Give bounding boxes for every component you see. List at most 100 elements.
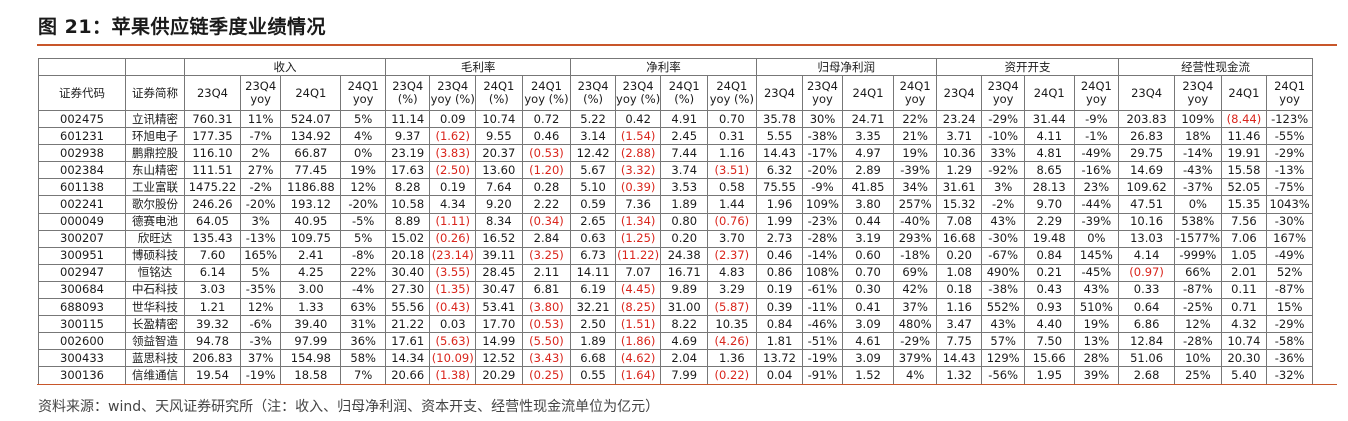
table-cell: 0.84 [1023, 246, 1075, 265]
table-cell: 8.65 [1023, 161, 1075, 180]
column-header: 23Q4 [755, 75, 804, 111]
table-cell: 0.63 [570, 229, 616, 248]
table-cell: 1043% [1266, 195, 1313, 214]
table-cell: 2.01 [1220, 263, 1268, 282]
stock-name-cell: 东山精密 [124, 161, 186, 180]
table-cell: -3% [239, 332, 282, 351]
stock-code-cell: 002475 [38, 109, 126, 129]
table-cell: 3% [239, 212, 282, 231]
table-cell: 10.58 [384, 195, 431, 214]
table-cell: 16.68 [935, 229, 983, 248]
stock-name-cell: 环旭电子 [124, 127, 186, 146]
column-header: 24Q1 yoy [1073, 75, 1120, 111]
table-cell: 15.02 [384, 229, 431, 248]
table-cell: 31.00 [660, 298, 709, 317]
table-cell: 13.72 [755, 349, 804, 368]
table-cell: 293% [893, 229, 937, 248]
table-cell: 4.11 [1023, 127, 1075, 146]
table-cell: 109.62 [1118, 178, 1176, 197]
table-cell: 8.28 [384, 178, 431, 197]
table-cell: 0% [1174, 195, 1222, 214]
table-cell: -11% [802, 298, 843, 317]
table-cell: 6.68 [570, 349, 616, 368]
stock-name-cell: 信维通信 [124, 366, 186, 385]
table-cell: 109% [1174, 109, 1222, 129]
table-cell: 15.35 [1220, 195, 1268, 214]
table-cell: 0.70 [841, 263, 895, 282]
table-cell: 109% [802, 195, 843, 214]
table-cell: 2.22 [521, 195, 572, 214]
table-cell: 0.72 [521, 109, 572, 129]
table-cell: 27% [239, 161, 282, 180]
table-cell: 4.25 [280, 263, 342, 282]
blank-header [124, 58, 186, 76]
stock-name-cell: 立讯精密 [124, 109, 186, 129]
table-cell: 19.54 [184, 366, 241, 385]
table-cell: 53.41 [475, 298, 523, 317]
table-cell: 30.47 [475, 280, 523, 300]
table-cell: (0.25) [521, 366, 572, 385]
stock-code-cell: 601138 [38, 178, 126, 197]
table-cell: -38% [802, 127, 843, 146]
stock-name-cell: 蓝思科技 [124, 349, 186, 368]
stock-code-cell: 002938 [38, 144, 126, 163]
table-cell: 0.31 [707, 127, 757, 146]
table-cell: (1.64) [614, 366, 662, 385]
table-cell: 10.74 [475, 109, 523, 129]
table-cell: 193.12 [280, 195, 342, 214]
table-cell: (3.51) [707, 161, 757, 180]
table-cell: (5.50) [521, 332, 572, 351]
table-cell: 16.52 [475, 229, 523, 248]
table-cell: 0.46 [521, 127, 572, 146]
table-cell: 28% [1073, 349, 1120, 368]
table-row: 300684 中石科技 3.03 -35% 3.00 -4% 27.30 (1.35) 30.4… [38, 280, 1313, 300]
stock-name-cell: 德赛电池 [124, 212, 186, 231]
table-row: 601231 环旭电子 177.35 -7% 134.92 4% 9.37 (1.62) 9.5… [38, 127, 1313, 146]
table-cell: 4.61 [841, 332, 895, 351]
table-cell: 63% [340, 298, 386, 317]
column-header: 24Q1 (%) [660, 75, 709, 111]
table-cell: -38% [981, 280, 1025, 300]
table-cell: 11.14 [384, 109, 431, 129]
table-cell: (1.34) [614, 212, 662, 231]
table-cell: 37% [239, 349, 282, 368]
table-cell: 203.83 [1118, 109, 1176, 129]
table-cell: 75.55 [755, 178, 804, 197]
table-cell: 760.31 [184, 109, 241, 129]
table-cell: 23% [1073, 178, 1120, 197]
stock-code-cell: 601231 [38, 127, 126, 146]
table-cell: 1.29 [935, 161, 983, 180]
column-header: 24Q1 yoy [893, 75, 937, 111]
blank-header [38, 58, 126, 76]
table-cell: 538% [1174, 212, 1222, 231]
table-cell: (2.50) [429, 161, 477, 180]
column-header: 23Q4 yoy (%) [614, 75, 662, 111]
table-cell: 20.66 [384, 366, 431, 385]
table-row: 300115 长盈精密 39.32 -6% 39.40 31% 21.22 0.03 17.70… [38, 315, 1313, 334]
table-cell: 3.53 [660, 178, 709, 197]
table-cell: 0.20 [660, 229, 709, 248]
table-cell: 10% [1174, 349, 1222, 368]
table-cell: (1.11) [429, 212, 477, 231]
table-cell: 22% [340, 263, 386, 282]
stock-code-cell: 300433 [38, 349, 126, 368]
table-cell: 0.46 [755, 246, 804, 265]
table-cell: -43% [1174, 161, 1222, 180]
column-header: 23Q4 yoy (%) [429, 75, 477, 111]
table-cell: 3.14 [570, 127, 616, 146]
table-cell: -87% [1174, 280, 1222, 300]
table-cell: 9.70 [1023, 195, 1075, 214]
table-cell: 28.13 [1023, 178, 1075, 197]
table-cell: 39% [1073, 366, 1120, 385]
table-cell: 5.40 [1220, 366, 1268, 385]
table-cell: (0.34) [521, 212, 572, 231]
column-header: 23Q4 [935, 75, 983, 111]
table-cell: (1.86) [614, 332, 662, 351]
table-cell: 17.61 [384, 332, 431, 351]
table-cell: 0.84 [755, 315, 804, 334]
table-cell: -75% [1266, 178, 1313, 197]
table-cell: 14.69 [1118, 161, 1176, 180]
column-header: 24Q1 [841, 75, 895, 111]
table-cell: 0.21 [1023, 263, 1075, 282]
table-cell: -49% [1266, 246, 1313, 265]
